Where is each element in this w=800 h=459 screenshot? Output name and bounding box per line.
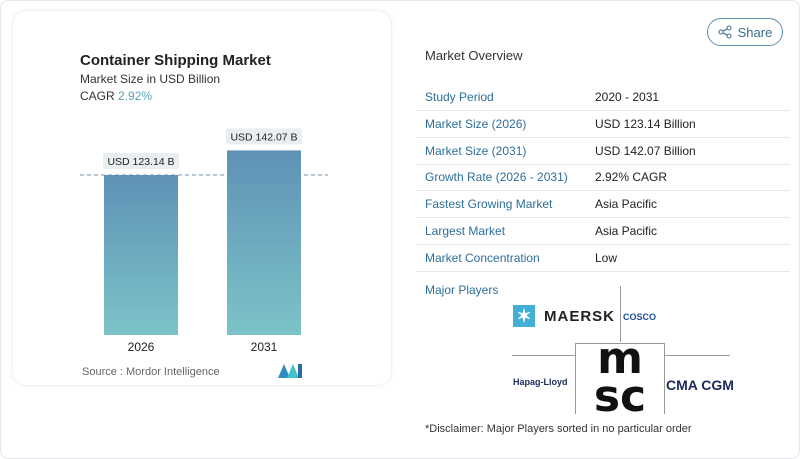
player-maersk: MAERSK	[544, 308, 616, 325]
overview-row: Market Size (2031) USD 142.07 Billion	[416, 138, 790, 165]
bar-2031	[227, 150, 301, 335]
cagr: CAGR 2.92%	[80, 89, 152, 103]
overview-title: Market Overview	[425, 48, 523, 63]
overview-row: Largest Market Asia Pacific	[416, 218, 790, 245]
chart-subtitle: Market Size in USD Billion	[80, 72, 221, 86]
row-label: Study Period	[425, 90, 494, 104]
major-players-label: Major Players	[425, 283, 499, 297]
row-label: Market Size (2031)	[425, 143, 527, 158]
row-label: Fastest Growing Market	[425, 197, 553, 212]
cagr-label: CAGR	[80, 89, 115, 103]
overview-row: Market Size (2026) USD 123.14 Billion	[416, 111, 790, 138]
row-value: USD 142.07 Billion	[595, 143, 696, 158]
overview-row: Fastest Growing Market Asia Pacific	[416, 191, 790, 219]
bar-chart: USD 123.14 B 2026 USD 142.07 B 2031	[80, 128, 328, 354]
data-label: USD 123.14 B	[107, 156, 174, 168]
maersk-star-icon: ✶	[513, 305, 535, 327]
row-label: Market Size (2026)	[425, 116, 527, 131]
chart-card	[12, 10, 392, 386]
mordor-logo-icon	[278, 364, 302, 378]
data-label-bg	[103, 153, 179, 169]
x-tick-label: 2031	[251, 340, 278, 354]
x-tick-label: 2026	[128, 340, 155, 354]
row-value: 2.92% CAGR	[595, 170, 668, 185]
player-cma-cgm: CMA CGM	[666, 377, 734, 393]
share-icon	[718, 25, 732, 39]
cagr-value: 2.92%	[118, 89, 153, 103]
player-msc: msc	[593, 333, 647, 422]
source-text: Source : Mordor Intelligence	[82, 366, 220, 378]
row-label: Growth Rate (2026 - 2031)	[425, 170, 568, 185]
row-value: Asia Pacific	[595, 197, 658, 212]
row-value: Low	[595, 250, 618, 265]
player-cosco: COSCO	[623, 312, 657, 322]
disclaimer: *Disclaimer: Major Players sorted in no …	[425, 423, 692, 435]
player-hapag-lloyd: Hapag-Lloyd	[513, 377, 568, 387]
overview-row: Market Concentration Low	[416, 245, 790, 272]
row-value: 2020 - 2031	[595, 90, 660, 104]
overview-row: Growth Rate (2026 - 2031) 2.92% CAGR	[416, 164, 790, 192]
share-label: Share	[737, 24, 773, 40]
row-label: Largest Market	[425, 224, 506, 238]
row-value: Asia Pacific	[595, 224, 658, 238]
bar-2026	[104, 175, 178, 335]
row-value: USD 123.14 Billion	[595, 116, 696, 131]
row-label: Market Concentration	[425, 250, 540, 265]
chart-title: Container Shipping Market	[80, 52, 271, 69]
share-button[interactable]: Share	[707, 18, 783, 46]
overview-row: Study Period 2020 - 2031	[416, 84, 790, 111]
data-label: USD 142.07 B	[230, 131, 297, 143]
data-label-bg	[226, 128, 302, 145]
